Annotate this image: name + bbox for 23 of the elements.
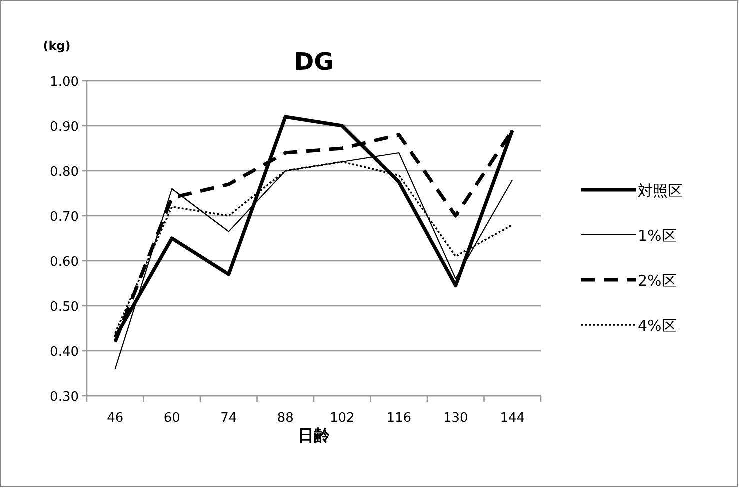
x-tick-label: 88 [277,411,294,426]
x-tick-label: 116 [386,411,412,426]
legend-label: 2%区 [638,272,677,290]
y-tick-label: 0.60 [50,255,79,270]
x-tick-label: 46 [107,411,124,426]
y-tick-label: 0.90 [50,120,79,135]
x-tick-label: 74 [220,411,238,426]
y-tick-label: 0.40 [50,345,79,360]
x-tick-label: 130 [443,411,468,426]
x-tick-label: 144 [500,411,526,426]
legend-label: 4%区 [638,317,677,335]
y-tick-label: 0.70 [50,210,79,225]
y-tick-label: 0.80 [50,165,79,180]
x-tick-label: 102 [330,411,355,426]
legend-label: 対照区 [638,182,683,200]
legend-label: 1%区 [638,227,677,245]
x-axis-title: 日齢 [298,426,331,445]
y-tick-label: 0.50 [50,300,79,315]
y-tick-label: 0.30 [50,390,79,405]
y-axis-title: (kg) [43,39,71,53]
chart-title: DG [294,48,334,76]
x-tick-label: 60 [164,411,180,426]
y-tick-label: 1.00 [50,75,79,90]
